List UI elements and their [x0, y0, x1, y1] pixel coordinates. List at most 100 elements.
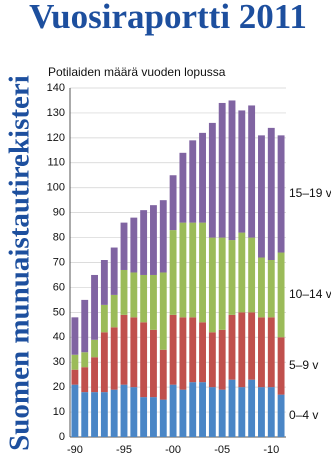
bar-segment: [140, 322, 148, 398]
y-tick-label: 10: [53, 406, 65, 418]
bar-segment: [228, 240, 236, 315]
bar-segment: [218, 389, 226, 437]
bar-segment: [199, 222, 206, 323]
y-tick-label: 120: [47, 132, 65, 144]
bar-segment: [81, 299, 89, 353]
bar-segment: [71, 317, 79, 355]
bar-segment: [258, 135, 265, 258]
side-title: Suomen munuaistautirekisteri: [4, 75, 36, 451]
y-tick-label: 90: [53, 207, 65, 219]
chart-title: Vuosiraportti 2011: [29, 0, 307, 36]
bar-segment: [228, 100, 236, 241]
bar-segment: [189, 140, 197, 223]
bar-segment: [81, 392, 89, 437]
x-tick-label: -10: [263, 444, 279, 456]
x-tick-label: -00: [165, 444, 181, 456]
bar-segment: [218, 102, 226, 238]
bar-segment: [258, 257, 265, 318]
bar-segment: [100, 332, 108, 393]
bar-segment: [130, 272, 138, 318]
bar-segment: [159, 399, 167, 437]
bar-segment: [277, 394, 285, 437]
bar-segment: [218, 329, 226, 390]
bar-segment: [208, 332, 216, 388]
bar-segment: [169, 230, 177, 315]
bar-segment: [150, 329, 157, 398]
bar-segment: [110, 247, 118, 295]
bar-segment: [179, 222, 187, 318]
bar-segment: [159, 272, 167, 350]
series-label: 5–9 v: [289, 358, 318, 372]
bar-segment: [100, 392, 108, 437]
bar-segment: [258, 317, 265, 388]
y-tick-label: 100: [47, 182, 65, 194]
x-tick-label: -05: [214, 444, 230, 456]
bar-segment: [140, 210, 148, 275]
y-tick-label: 130: [47, 107, 65, 119]
bar-segment: [199, 382, 206, 437]
bar-segment: [91, 357, 98, 393]
bar-segment: [238, 312, 246, 388]
bar-segment: [248, 105, 256, 238]
y-tick-label: 20: [53, 381, 65, 393]
bar-segment: [199, 322, 206, 383]
bar-segment: [120, 314, 128, 385]
bar-segment: [238, 232, 246, 313]
bar-segment: [130, 317, 138, 388]
bar-segment: [91, 339, 98, 358]
bar-segment: [267, 387, 275, 437]
bar-segment: [130, 387, 138, 437]
bar-segment: [169, 384, 177, 437]
bar-segment: [208, 237, 216, 333]
bar-segment: [267, 317, 275, 388]
y-tick-label: 0: [59, 431, 65, 443]
bar-segment: [150, 397, 157, 437]
bar-segment: [277, 337, 285, 395]
subtitle: Potilaiden määrä vuoden lopussa: [48, 65, 226, 79]
bar-segment: [91, 274, 98, 340]
bar-segment: [258, 387, 265, 437]
bar-segment: [179, 152, 187, 223]
bar-segment: [277, 252, 285, 338]
bar-segment: [208, 122, 216, 238]
series-label: 10–14 v: [289, 287, 331, 301]
series-label: 15–19 v: [289, 186, 331, 200]
y-tick-label: 140: [47, 82, 65, 94]
y-tick-label: 110: [47, 157, 65, 169]
bar-segment: [100, 304, 108, 333]
bar-segment: [189, 382, 197, 437]
y-tick-label: 40: [53, 331, 65, 343]
y-tick-label: 70: [53, 256, 65, 268]
bar-segment: [150, 205, 157, 275]
x-tick-label: -95: [116, 444, 132, 456]
bar-segment: [248, 312, 256, 380]
bar-segment: [120, 222, 128, 270]
bar-segment: [248, 237, 256, 313]
bar-segment: [71, 384, 79, 437]
bar-segment: [199, 132, 206, 223]
bar-segment: [238, 110, 246, 233]
y-tick-label: 60: [53, 281, 65, 293]
y-tick-label: 30: [53, 356, 65, 368]
bar-segment: [71, 369, 79, 385]
bar-segment: [120, 269, 128, 315]
bar-segment: [208, 387, 216, 437]
bar-segment: [110, 294, 118, 328]
bar-segment: [159, 349, 167, 400]
bar-segment: [228, 314, 236, 380]
bar-segment: [91, 392, 98, 437]
bar-segment: [110, 389, 118, 437]
bar-segment: [267, 127, 275, 261]
bar-segment: [189, 222, 197, 318]
bar-segment: [179, 389, 187, 437]
series-label: 0–4 v: [289, 408, 318, 422]
bar-segment: [140, 397, 148, 437]
bar-segment: [169, 314, 177, 385]
bar-segment: [248, 379, 256, 437]
bar-segment: [130, 217, 138, 273]
bar-segment: [100, 260, 108, 305]
bar-segment: [81, 352, 89, 368]
bar-segment: [110, 327, 118, 390]
bar-segment: [179, 317, 187, 390]
